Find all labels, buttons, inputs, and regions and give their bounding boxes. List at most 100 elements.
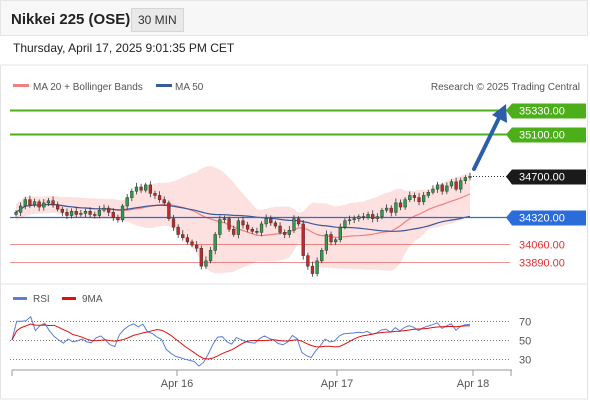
rsi-tick-70: 70 bbox=[519, 317, 531, 329]
candle-body bbox=[292, 218, 296, 231]
candle-body bbox=[190, 241, 194, 246]
candle-body bbox=[320, 250, 324, 262]
resistance-label-1: 35100.00 bbox=[519, 130, 565, 142]
x-tick-label-0: Apr 16 bbox=[161, 378, 193, 390]
support-label-5: 33890.00 bbox=[519, 258, 565, 270]
candle-body bbox=[120, 205, 125, 220]
resistance-label-pointer-1 bbox=[506, 127, 512, 143]
rsi-ma9-line bbox=[11, 323, 471, 360]
candle-body bbox=[23, 199, 27, 207]
interval-button[interactable]: 30 MIN bbox=[131, 8, 184, 32]
candle-body bbox=[227, 218, 231, 230]
candle-body bbox=[37, 201, 41, 208]
candle-body bbox=[259, 223, 264, 233]
candle-body bbox=[42, 202, 46, 208]
rsi-panel: 70 50 30 bbox=[10, 315, 531, 367]
price-levels bbox=[10, 109, 510, 263]
candle-body bbox=[422, 195, 426, 203]
candle-body bbox=[459, 180, 463, 190]
ma50-legend-label: MA 50 bbox=[175, 82, 204, 93]
candle-body bbox=[463, 177, 468, 181]
candle-body bbox=[74, 211, 78, 215]
candle-body bbox=[79, 213, 83, 215]
candle-body bbox=[264, 218, 268, 225]
instrument-title: Nikkei 225 (OSE) bbox=[11, 11, 131, 28]
candle-body bbox=[449, 181, 454, 187]
candle-body bbox=[32, 201, 37, 206]
candle-body bbox=[435, 184, 440, 190]
candle-body bbox=[28, 199, 32, 206]
x-tick-label-1: Apr 17 bbox=[321, 378, 353, 390]
candle-body bbox=[347, 219, 352, 222]
candle-body bbox=[273, 222, 278, 227]
last-label-pointer-2 bbox=[506, 169, 512, 185]
candle-body bbox=[116, 217, 120, 220]
candle-body bbox=[51, 200, 55, 206]
candle-body bbox=[468, 176, 472, 178]
resistance-label-pointer-0 bbox=[506, 103, 512, 119]
candle-body bbox=[18, 205, 23, 213]
ma20-legend-swatch bbox=[13, 84, 29, 87]
candle-body bbox=[296, 218, 301, 225]
candle-body bbox=[426, 192, 430, 196]
candle-body bbox=[107, 207, 111, 213]
candle-body bbox=[361, 216, 366, 218]
ma9-legend-label: 9MA bbox=[82, 294, 103, 305]
rsi-tick-50: 50 bbox=[519, 336, 531, 348]
rsi-tick-30: 30 bbox=[519, 355, 531, 367]
candle-body bbox=[255, 231, 259, 233]
candle-body bbox=[431, 188, 435, 193]
candle-body bbox=[384, 207, 389, 211]
candle-body bbox=[56, 204, 60, 210]
candle-body bbox=[162, 199, 166, 204]
candle-body bbox=[153, 193, 157, 196]
candle-body bbox=[102, 207, 106, 211]
x-tick-label-2: Apr 18 bbox=[457, 378, 489, 390]
pivot-label-pointer-3 bbox=[506, 210, 512, 226]
candle-body bbox=[412, 195, 417, 198]
pivot-label-3: 34320.00 bbox=[519, 213, 565, 225]
credit-label: Research © 2025 Trading Central bbox=[431, 82, 580, 93]
candle-body bbox=[167, 202, 171, 219]
candle-body bbox=[125, 197, 129, 207]
resistance-label-bg-1 bbox=[512, 127, 586, 143]
rsi-legend-swatch bbox=[13, 297, 27, 300]
candle-body bbox=[389, 207, 393, 213]
candle-body bbox=[60, 208, 64, 213]
candle-body bbox=[213, 234, 217, 251]
candle-body bbox=[241, 220, 245, 226]
resistance-label-bg-0 bbox=[512, 103, 586, 119]
candle-body bbox=[278, 225, 282, 233]
timestamp: Thursday, April 17, 2025 9:01:35 PM CET bbox=[13, 41, 235, 55]
candle-body bbox=[380, 209, 384, 217]
candle-body bbox=[111, 212, 115, 218]
candle-body bbox=[218, 219, 222, 235]
candle-body bbox=[306, 255, 310, 267]
candle-body bbox=[232, 228, 236, 235]
ma20-legend-label: MA 20 + Bollinger Bands bbox=[33, 82, 143, 93]
candle-body bbox=[83, 211, 88, 214]
candle-body bbox=[97, 209, 102, 216]
last-label-2: 34700.00 bbox=[519, 172, 565, 184]
pivot-label-bg-3 bbox=[512, 210, 586, 226]
candle-body bbox=[130, 190, 134, 198]
candle-body bbox=[222, 218, 227, 220]
candle-body bbox=[171, 218, 176, 228]
candle-body bbox=[176, 226, 180, 235]
candle-body bbox=[14, 212, 18, 215]
candle-body bbox=[315, 260, 319, 274]
candle-body bbox=[88, 211, 92, 215]
candle-body bbox=[338, 226, 342, 241]
candle-body bbox=[417, 197, 421, 203]
candle-body bbox=[357, 216, 361, 219]
candle-body bbox=[310, 265, 315, 274]
candle-body bbox=[408, 195, 412, 200]
candles bbox=[14, 172, 472, 277]
candle-body bbox=[245, 224, 250, 230]
ma9-legend-swatch bbox=[62, 297, 76, 300]
candle-body bbox=[454, 181, 458, 190]
candle-body bbox=[148, 184, 152, 194]
candle-body bbox=[394, 202, 398, 213]
rsi-line bbox=[11, 315, 471, 367]
